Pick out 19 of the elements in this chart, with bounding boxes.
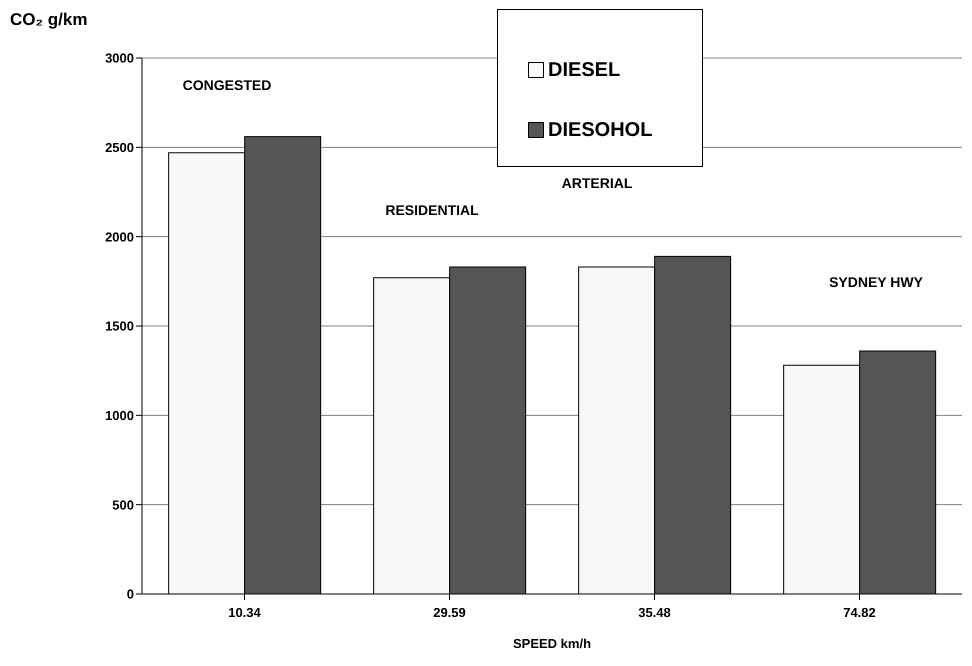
y-tick-label: 3000 — [105, 50, 134, 66]
x-tick-label: 35.48 — [638, 605, 671, 620]
x-axis-title: SPEED km/h — [512, 636, 592, 651]
annotation: ARTERIAL — [562, 175, 632, 191]
y-tick-label: 500 — [112, 497, 134, 512]
y-tick-label: 2000 — [105, 229, 134, 244]
legend-label: DIESOHOL — [548, 118, 652, 142]
annotation: CONGESTED — [182, 77, 272, 93]
y-axis-title: CO₂ g/km — [10, 10, 88, 30]
y-tick-label: 0 — [126, 586, 134, 602]
annotation: SYDNEY HWY — [829, 274, 923, 290]
y-tick-label: 2500 — [105, 140, 134, 155]
y-tick-label: 1000 — [105, 408, 134, 423]
y-tick-label: 1500 — [105, 318, 134, 334]
annotation: RESIDENTIAL — [385, 202, 479, 218]
x-tick-label: 29.59 — [433, 605, 466, 620]
x-tick-label: 10.34 — [228, 605, 262, 620]
legend-label: DIESEL — [548, 58, 620, 82]
x-tick-label: 74.82 — [843, 605, 876, 620]
